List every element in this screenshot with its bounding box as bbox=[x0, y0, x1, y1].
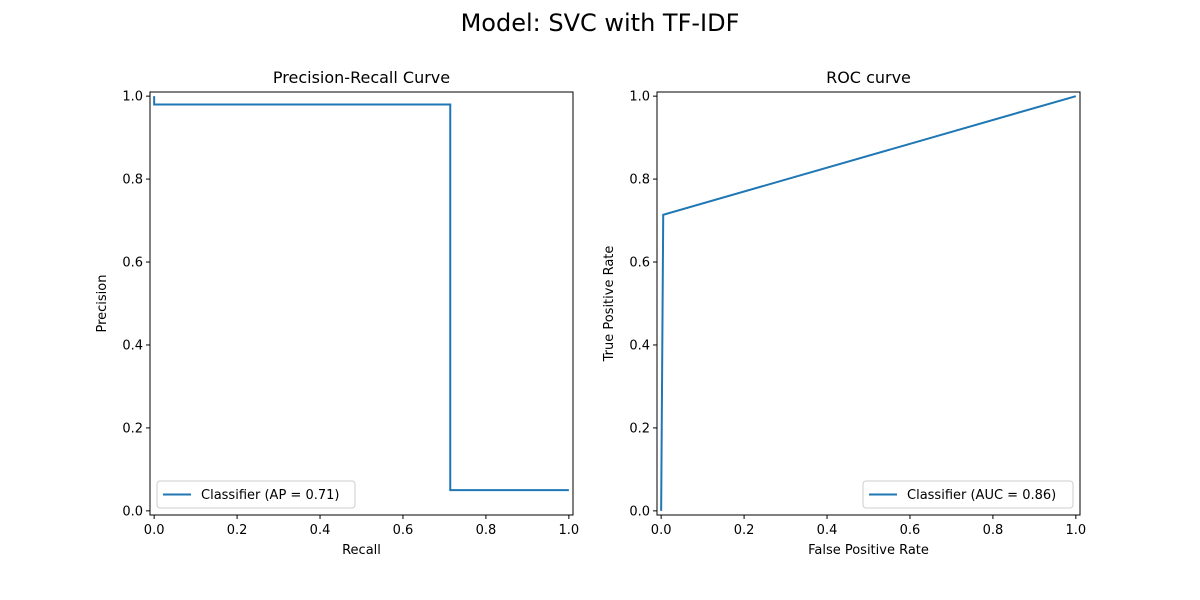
roc-legend-label: Classifier (AUC = 0.86) bbox=[907, 488, 1056, 503]
pr-legend-box bbox=[156, 480, 356, 509]
roc-y-tick-label: 0.2 bbox=[629, 421, 650, 436]
roc-x-tick-label: 0.6 bbox=[900, 523, 921, 538]
pr-y-axis-label: Precision bbox=[95, 274, 110, 332]
roc-x-tick-label: 0.4 bbox=[817, 523, 838, 538]
roc-x-tick-label: 0.2 bbox=[734, 523, 755, 538]
pr-y-tick-label: 0.0 bbox=[122, 504, 143, 519]
roc-axes-frame bbox=[656, 91, 1081, 516]
pr-x-tick-label: 0.4 bbox=[310, 523, 331, 538]
pr-x-axis-label: Recall bbox=[342, 543, 381, 558]
roc-x-axis-label: False Positive Rate bbox=[808, 543, 929, 558]
pr-y-tick-label: 0.8 bbox=[122, 173, 143, 188]
pr-x-tick-label: 0.0 bbox=[144, 523, 165, 538]
pr-y-tick-label: 1.0 bbox=[122, 90, 143, 105]
roc-y-tick-label: 1.0 bbox=[629, 90, 650, 105]
pr-series-line-0 bbox=[153, 96, 569, 492]
roc-y-tick-label: 0.0 bbox=[629, 504, 650, 519]
pr-x-tick-label: 0.8 bbox=[476, 523, 497, 538]
roc-title: ROC curve bbox=[826, 68, 911, 87]
pr-legend: Classifier (AP = 0.71) bbox=[156, 480, 356, 509]
pr-y-tick-label: 0.2 bbox=[122, 421, 143, 436]
roc-y-axis-label: True Positive Rate bbox=[602, 246, 617, 363]
pr-y-tick-label: 0.6 bbox=[122, 256, 143, 271]
pr-x-tick-label: 0.6 bbox=[393, 523, 414, 538]
pr-x-tick-label: 0.2 bbox=[227, 523, 248, 538]
pr-axes-frame bbox=[149, 91, 574, 516]
roc-y-tick-label: 0.8 bbox=[629, 173, 650, 188]
pr-legend-label: Classifier (AP = 0.71) bbox=[201, 488, 339, 503]
pr-axes: Precision-Recall Curve 0.0 0.2 0.4 0.6 0.8 1.0… bbox=[95, 68, 579, 558]
roc-y-tick-label: 0.4 bbox=[629, 338, 650, 353]
pr-title: Precision-Recall Curve bbox=[273, 68, 450, 87]
roc-x-tick-label: 0.0 bbox=[651, 523, 672, 538]
roc-axes: ROC curve 0.0 0.2 0.4 0.6 0.8 1.0 0.0 0.2 0.4 0.6 0… bbox=[602, 68, 1086, 558]
roc-legend-box bbox=[862, 480, 1074, 509]
roc-legend: Classifier (AUC = 0.86) bbox=[862, 480, 1074, 509]
roc-x-tick-label: 1.0 bbox=[1066, 523, 1087, 538]
pr-x-tick-label: 1.0 bbox=[559, 523, 580, 538]
roc-x-tick-label: 0.8 bbox=[983, 523, 1004, 538]
roc-series-line-0 bbox=[660, 95, 1077, 511]
figure-suptitle: Model: SVC with TF-IDF bbox=[461, 9, 740, 37]
pr-y-tick-label: 0.4 bbox=[122, 338, 143, 353]
roc-y-tick-label: 0.6 bbox=[629, 256, 650, 271]
